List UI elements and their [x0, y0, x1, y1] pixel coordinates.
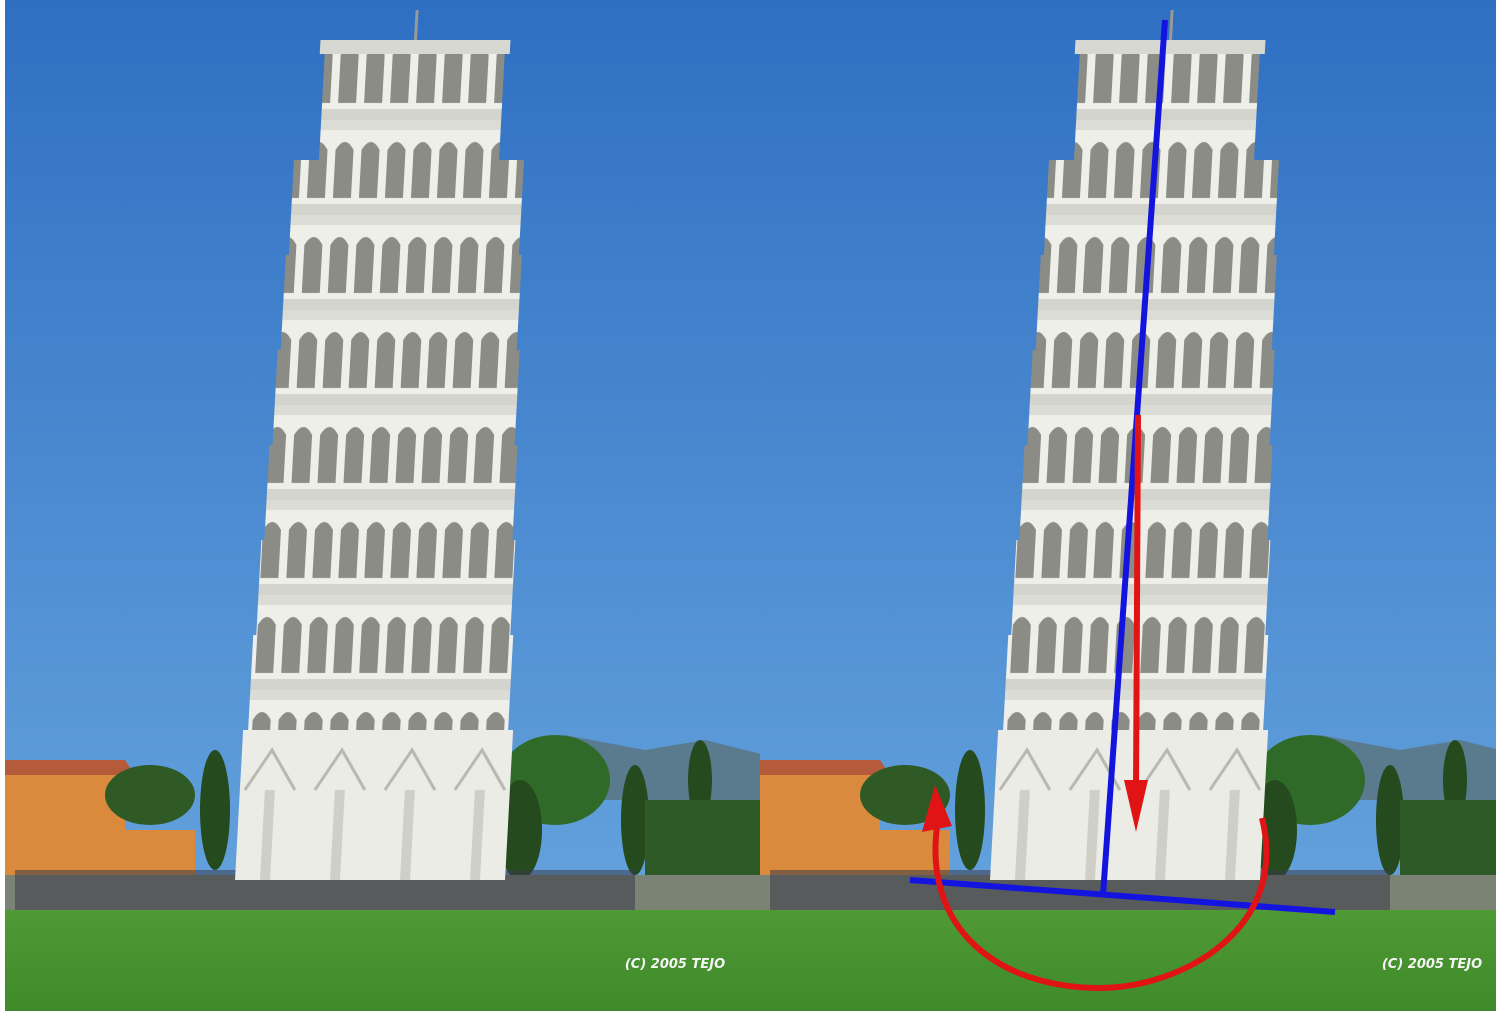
left-photo-frame — [5, 0, 765, 1011]
page: (C) 2005 TEJO (C) 2005 TEJO (() => { con… — [0, 0, 1501, 1011]
left-photo: (C) 2005 TEJO — [5, 0, 765, 1011]
credit: (C) 2005 TEJO — [1382, 957, 1482, 972]
photo-pair: (C) 2005 TEJO (C) 2005 TEJO — [0, 0, 1501, 1011]
credit: (C) 2005 TEJO — [625, 957, 725, 972]
gravity-arrow — [1136, 415, 1138, 790]
right-photo: (C) 2005 TEJO — [760, 0, 1501, 1011]
